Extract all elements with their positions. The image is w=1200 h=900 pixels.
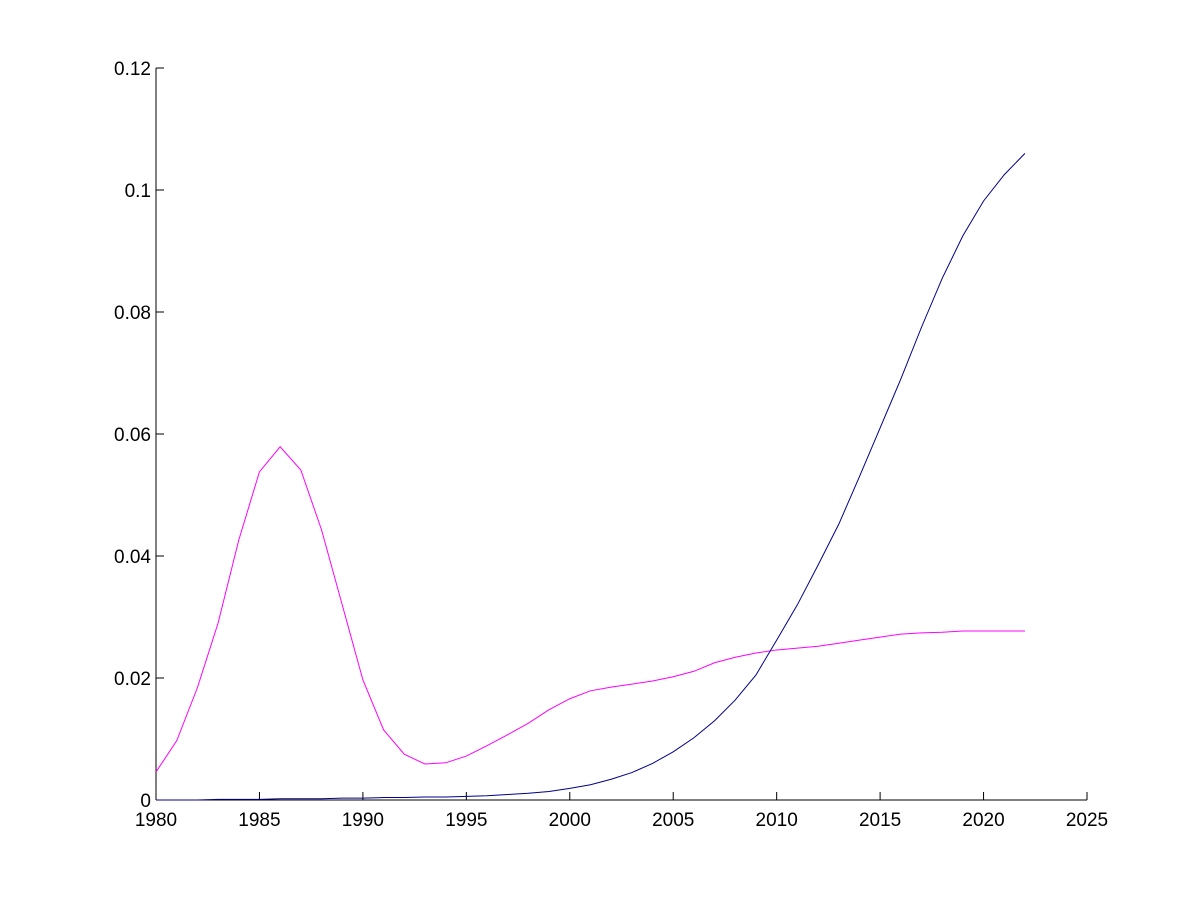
y-tick-label: 0.02	[114, 669, 151, 690]
x-tick-label: 2020	[962, 810, 1004, 831]
x-tick-label: 2025	[1066, 810, 1108, 831]
y-tick-label: 0.1	[125, 181, 151, 202]
y-tick-label: 0	[140, 791, 151, 812]
y-tick-label: 0.08	[114, 303, 151, 324]
line-series	[156, 153, 1026, 801]
x-tick-label: 2010	[756, 810, 798, 831]
x-tick-label: 1995	[445, 810, 487, 831]
x-tick-label: 1990	[342, 810, 384, 831]
line-series	[155, 446, 1025, 773]
x-tick-label: 1980	[135, 810, 177, 831]
x-tick-label: 2005	[652, 810, 694, 831]
x-tick-label: 2000	[549, 810, 591, 831]
x-tick-label: 2015	[859, 810, 901, 831]
y-tick-label: 0.06	[114, 425, 151, 446]
x-tick-label: 1985	[238, 810, 280, 831]
y-tick-label: 0.12	[114, 59, 151, 80]
y-tick-label: 0.04	[114, 547, 151, 568]
